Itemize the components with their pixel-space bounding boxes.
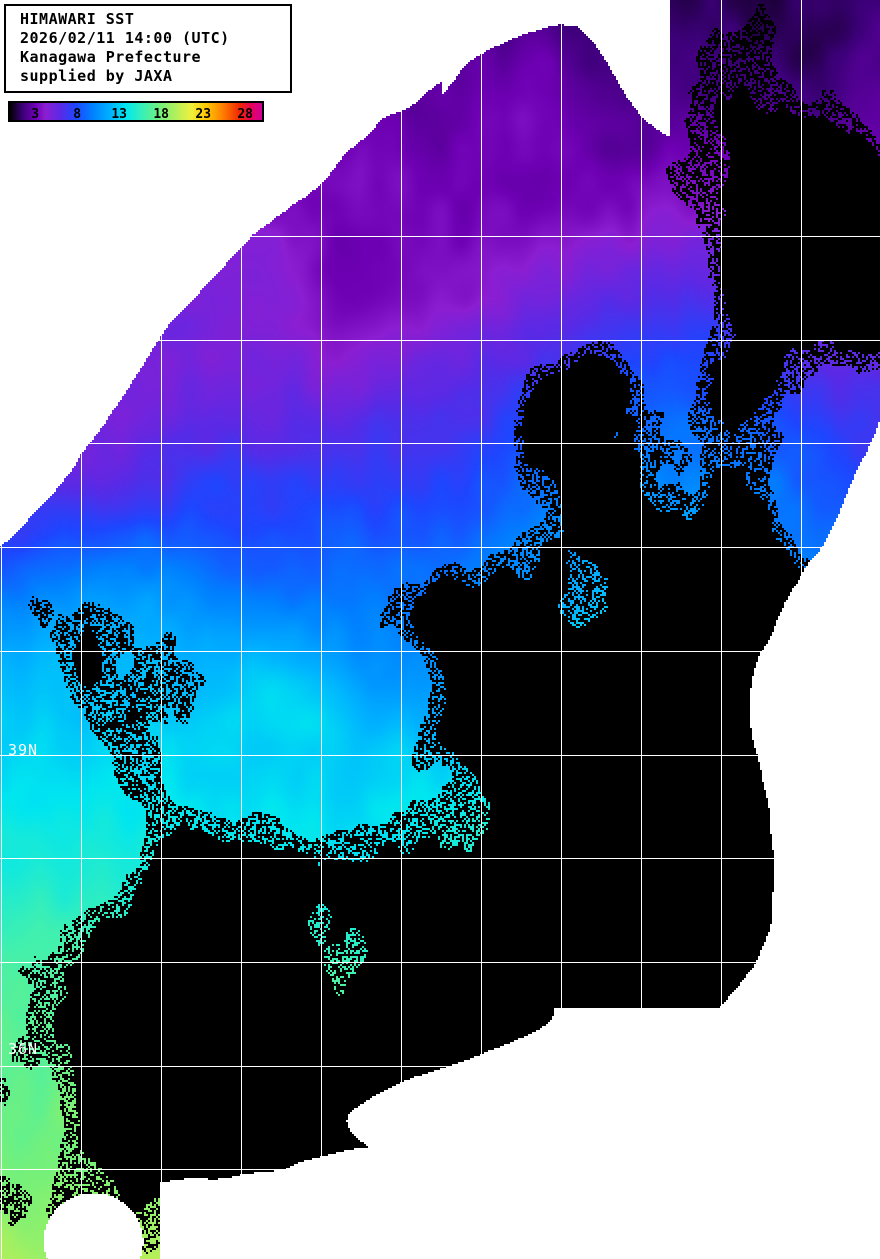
colorbar-tick-23: 23 xyxy=(195,107,212,122)
colorbar-tick-28: 28 xyxy=(237,107,254,122)
product-datetime: 2026/02/11 14:00 (UTC) xyxy=(20,29,230,47)
product-region: Kanagawa Prefecture xyxy=(20,48,202,66)
colorbar-tick-8: 8 xyxy=(73,107,82,122)
colorbar-tick-18: 18 xyxy=(153,107,170,122)
product-title: HIMAWARI SST xyxy=(20,10,135,28)
colorbar-frame: 3 8 13 18 23 28 xyxy=(8,101,264,122)
colorbar-tick-13: 13 xyxy=(111,107,128,122)
colorbar-tick-3: 3 xyxy=(31,107,40,122)
colorbar-gradient xyxy=(10,103,262,120)
title-box: HIMAWARI SST 2026/02/11 14:00 (UTC) Kana… xyxy=(4,4,292,93)
colorbar: 3 8 13 18 23 28 xyxy=(4,98,268,124)
product-credit: supplied by JAXA xyxy=(20,67,173,85)
